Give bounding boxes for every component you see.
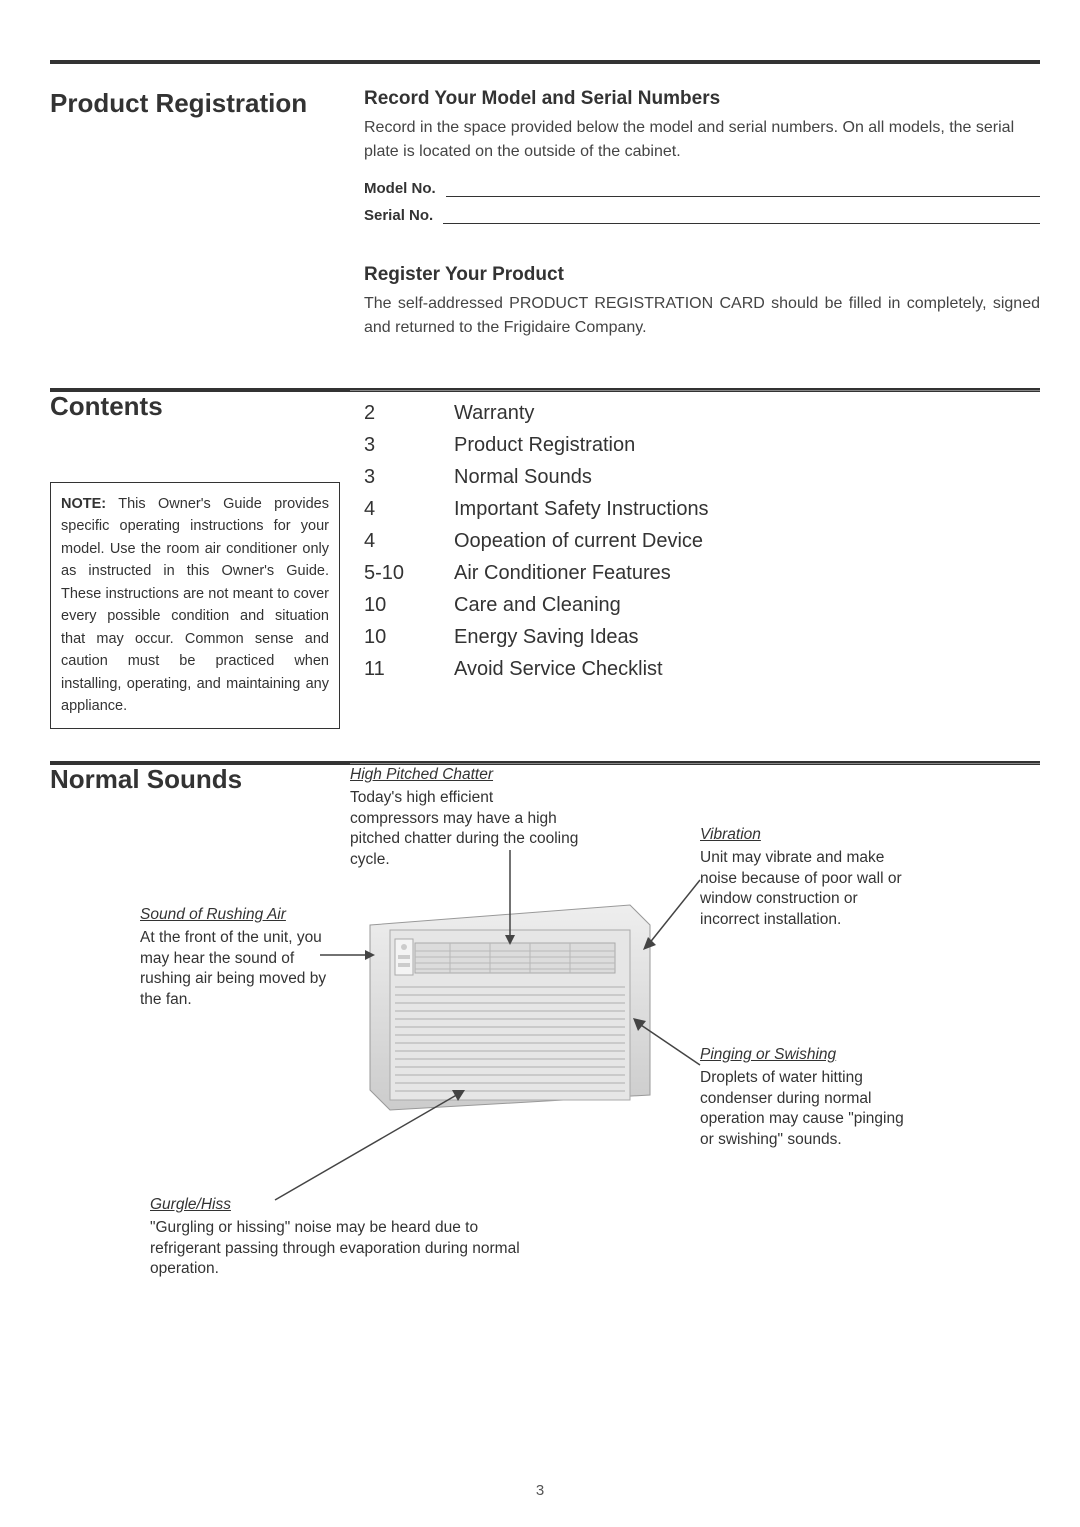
toc-row: 3Normal Sounds [364,461,1040,493]
model-no-label: Model No. [364,180,436,197]
callout-title: Pinging or Swishing [700,1045,915,1066]
normal-sounds-diagram: Sound of Rushing Air At the front of the… [50,815,1040,1315]
table-of-contents: 2Warranty 3Product Registration 3Normal … [364,397,1040,685]
callout-title: Sound of Rushing Air [140,905,335,926]
callout-title: Vibration [700,825,910,846]
callout-gurgle: Gurgle/Hiss "Gurgling or hissing" noise … [150,1195,520,1281]
callout-title: Gurgle/Hiss [150,1195,520,1216]
callout-chatter: High Pitched Chatter Today's high effici… [350,765,580,872]
serial-no-label: Serial No. [364,207,433,224]
callout-body: "Gurgling or hissing" noise may be heard… [150,1218,520,1281]
register-heading: Register Your Product [364,264,1040,286]
toc-row: 4Important Safety Instructions [364,493,1040,525]
record-heading: Record Your Model and Serial Numbers [364,88,1040,110]
toc-row: 11Avoid Service Checklist [364,653,1040,685]
note-body: This Owner's Guide provides specific ope… [61,496,329,714]
record-body: Record in the space provided below the m… [364,116,1040,164]
toc-row: 10Care and Cleaning [364,589,1040,621]
callout-title: High Pitched Chatter [350,765,580,786]
serial-no-line[interactable] [443,223,1040,224]
callout-body: Today's high efficient compressors may h… [350,788,580,872]
toc-row: 3Product Registration [364,429,1040,461]
callout-body: Unit may vibrate and make noise because … [700,848,910,932]
contents-title: Contents [50,391,340,422]
model-no-line[interactable] [446,196,1040,197]
contents-section: Contents NOTE: This Owner's Guide provid… [50,391,1040,729]
register-body: The self-addressed PRODUCT REGISTRATION … [364,292,1040,340]
serial-no-row: Serial No. [364,207,1040,224]
callout-rushing-air: Sound of Rushing Air At the front of the… [140,905,335,1012]
toc-row: 2Warranty [364,397,1040,429]
callout-pinging: Pinging or Swishing Droplets of water hi… [700,1045,915,1152]
callout-vibration: Vibration Unit may vibrate and make nois… [700,825,910,932]
top-border [50,60,1040,64]
owners-guide-note: NOTE: This Owner's Guide provides specif… [50,482,340,729]
arrow-gurgle [270,1085,470,1205]
registration-section: Product Registration Record Your Model a… [50,88,1040,356]
callout-body: At the front of the unit, you may hear t… [140,928,335,1012]
toc-row: 5-10Air Conditioner Features [364,557,1040,589]
toc-row: 4Oopeation of current Device [364,525,1040,557]
callout-body: Droplets of water hitting condenser duri… [700,1068,915,1152]
note-label: NOTE: [61,496,106,512]
arrow-pinging [630,1015,710,1075]
page-number: 3 [0,1482,1080,1499]
registration-title: Product Registration [50,88,340,119]
toc-row: 10Energy Saving Ideas [364,621,1040,653]
model-no-row: Model No. [364,180,1040,197]
